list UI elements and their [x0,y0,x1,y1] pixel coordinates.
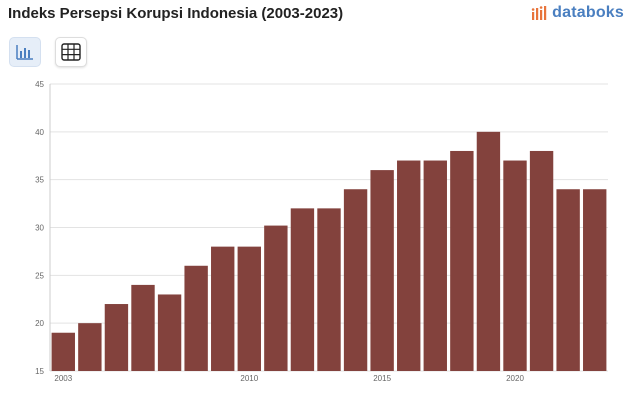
bar-chart-icon [16,45,33,60]
x-tick-label: 2020 [506,374,524,383]
bar-2006[interactable] [131,284,155,371]
bar-2022[interactable] [556,189,580,371]
table-view-button[interactable] [55,37,87,67]
x-tick-label: 2010 [240,374,258,383]
bar-2017[interactable] [423,160,447,371]
bar-2012[interactable] [290,208,315,371]
y-tick-label: 15 [35,367,44,376]
y-tick-label: 45 [35,80,44,89]
bar-2016[interactable] [397,160,421,371]
bar-2020[interactable] [503,160,527,371]
bar-2009[interactable] [211,246,235,371]
table-grid-icon [61,43,81,61]
bar-2018[interactable] [450,150,474,371]
bar-2021[interactable] [529,150,554,371]
chart-title: Indeks Persepsi Korupsi Indonesia (2003-… [8,5,344,22]
bar-2007[interactable] [157,294,182,371]
y-tick-label: 30 [35,224,44,233]
y-tick-label: 25 [35,271,44,280]
bar-2011[interactable] [264,225,288,371]
bar-2005[interactable] [104,304,129,371]
databoks-logo-icon [531,6,547,20]
y-tick-label: 40 [35,128,44,137]
bar-2015[interactable] [370,170,394,371]
bar-2023[interactable] [583,189,607,371]
bar-2008[interactable] [184,265,208,371]
chart-view-button[interactable] [9,37,41,67]
y-tick-label: 20 [35,319,44,328]
x-tick-label: 2003 [54,374,72,383]
view-toolbar [9,37,87,67]
bar-2019[interactable] [476,131,501,371]
bar-2014[interactable] [343,189,368,371]
databoks-logo[interactable]: databoks [531,4,624,22]
brand-name: databoks [552,4,624,21]
x-tick-label: 2015 [373,374,391,383]
bar-2003[interactable] [51,332,75,371]
bar-2013[interactable] [317,208,341,371]
y-tick-label: 35 [35,176,44,185]
bar-2010[interactable] [237,246,261,371]
bar-2004[interactable] [78,323,102,371]
